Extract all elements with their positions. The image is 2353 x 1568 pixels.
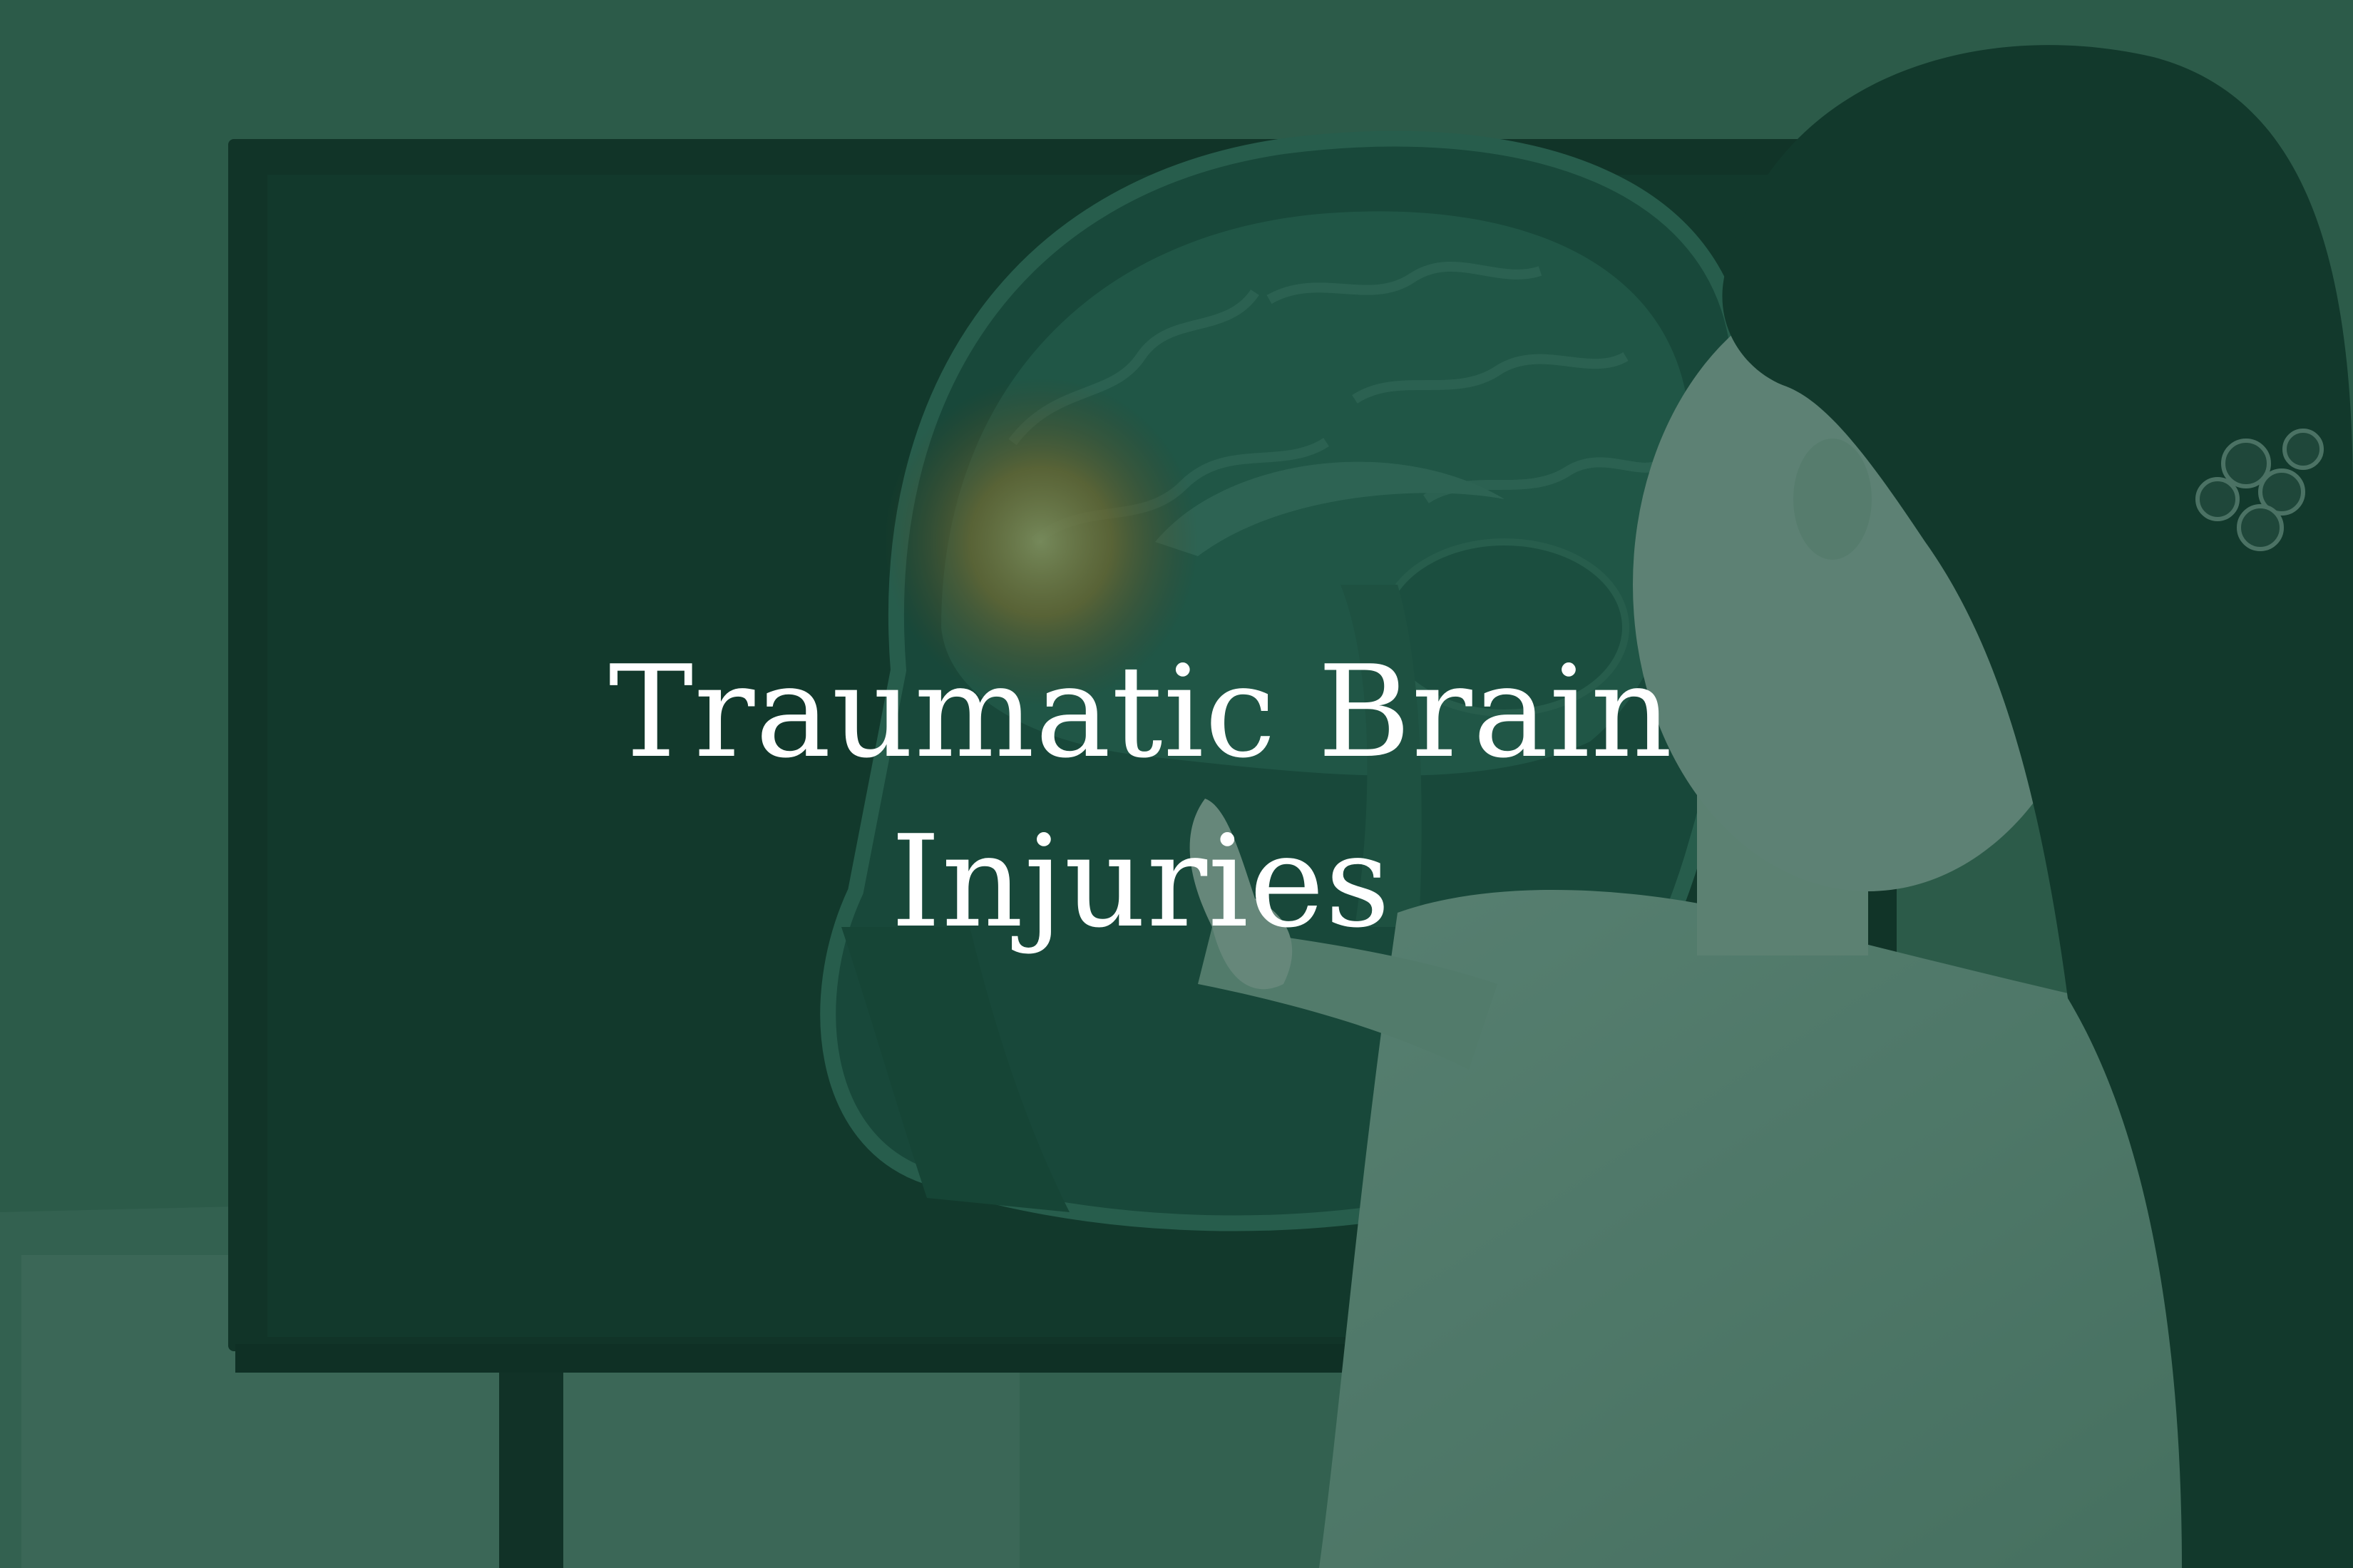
page-title: Traumatic Brain Injuries (463, 627, 1818, 967)
page-title-line-2: Injuries (891, 808, 1391, 955)
page-title-line-1: Traumatic Brain (608, 638, 1673, 786)
